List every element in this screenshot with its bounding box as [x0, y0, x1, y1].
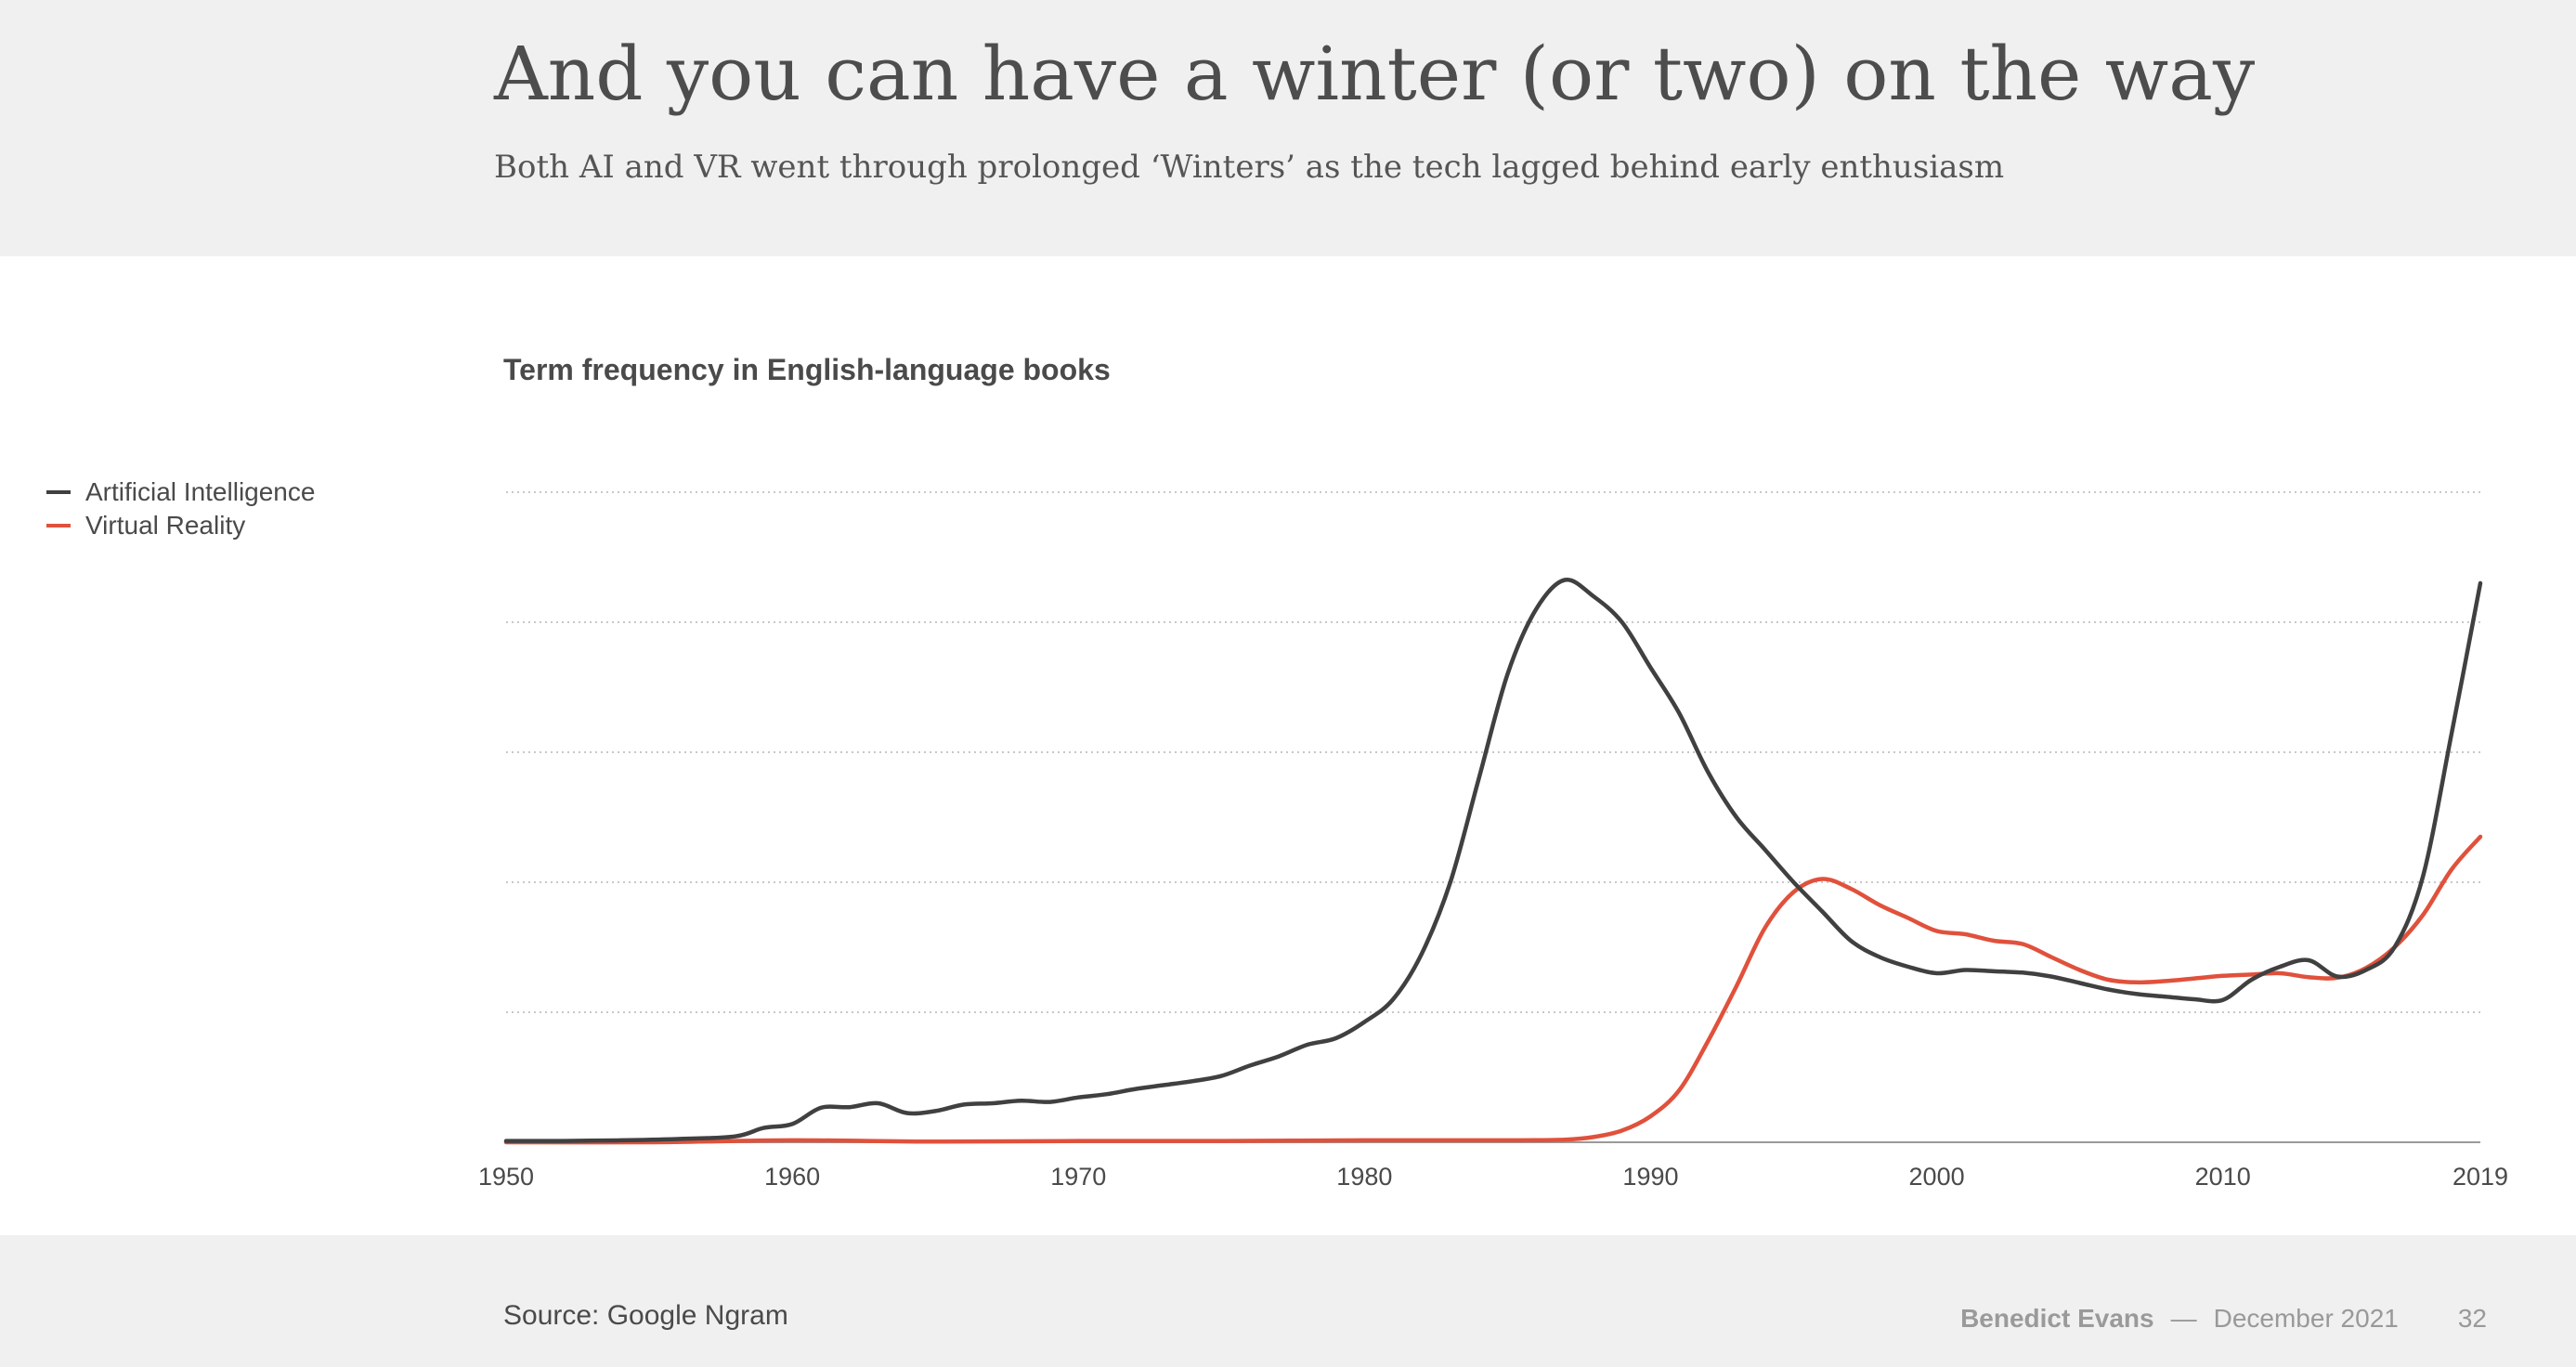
x-tick-label: 1970: [1050, 1163, 1106, 1191]
x-tick-label: 2010: [2195, 1163, 2251, 1191]
legend-label-virtual-reality: Virtual Reality: [85, 511, 246, 540]
legend-swatch-virtual-reality: [46, 524, 71, 527]
footer-dash: —: [2170, 1304, 2197, 1333]
slide-title: And you can have a winter (or two) on th…: [494, 31, 2256, 117]
slide-subtitle: Both AI and VR went through prolonged ‘W…: [494, 149, 2005, 186]
header-band: [0, 0, 2576, 256]
legend-swatch-artificial-intelligence: [46, 490, 71, 494]
series-line-artificial-intelligence: [503, 578, 2483, 1143]
x-tick-label: 2000: [1909, 1163, 1965, 1191]
page-number: 32: [2457, 1304, 2487, 1333]
chart-legend: Artificial Intelligence Virtual Reality: [46, 475, 315, 542]
x-tick-label: 1950: [478, 1163, 534, 1191]
source-note: Source: Google Ngram: [503, 1300, 788, 1331]
legend-item-virtual-reality: Virtual Reality: [46, 509, 315, 542]
x-tick-label: 1980: [1336, 1163, 1392, 1191]
line-chart: 1950 1960 1970 1980 1990 2000 2010 2019: [478, 491, 2508, 1191]
footer-band: [0, 1235, 2576, 1367]
footer-author: Benedict Evans: [1960, 1304, 2154, 1333]
x-tick-label: 1960: [764, 1163, 820, 1191]
legend-item-artificial-intelligence: Artificial Intelligence: [46, 475, 315, 509]
legend-label-artificial-intelligence: Artificial Intelligence: [85, 477, 316, 506]
footer-credit: Benedict Evans — December 2021 32: [1960, 1304, 2487, 1334]
x-tick-label: 1990: [1622, 1163, 1678, 1191]
x-tick-label: 2019: [2452, 1163, 2508, 1191]
footer-date: December 2021: [2213, 1304, 2399, 1333]
series-line-virtual-reality: [503, 834, 2483, 1145]
chart-title: Term frequency in English-language books: [503, 353, 1111, 386]
